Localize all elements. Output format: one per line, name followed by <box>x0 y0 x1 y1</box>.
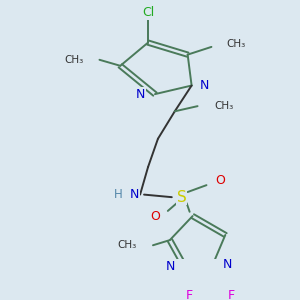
Text: O: O <box>215 173 225 187</box>
Text: O: O <box>150 210 160 223</box>
Text: CH₃: CH₃ <box>214 101 234 111</box>
Text: CH₃: CH₃ <box>64 55 84 65</box>
Text: F: F <box>228 290 235 300</box>
Text: N: N <box>130 188 139 201</box>
Text: S: S <box>177 190 187 205</box>
Text: N: N <box>222 258 232 271</box>
Text: Cl: Cl <box>142 6 154 19</box>
Text: N: N <box>200 79 209 92</box>
Text: CH₃: CH₃ <box>226 39 245 49</box>
Text: F: F <box>186 290 193 300</box>
Text: H: H <box>113 188 122 201</box>
Text: N: N <box>165 260 175 273</box>
Text: CH₃: CH₃ <box>117 240 136 250</box>
Text: N: N <box>136 88 145 100</box>
